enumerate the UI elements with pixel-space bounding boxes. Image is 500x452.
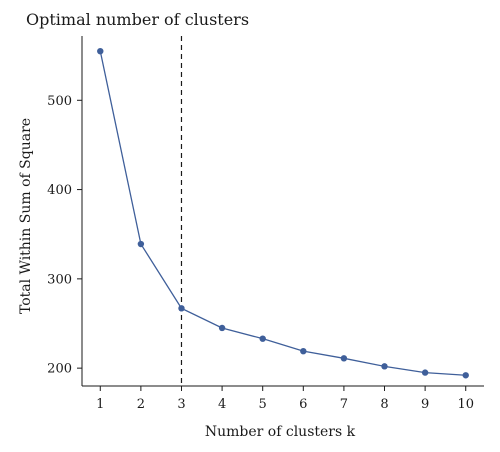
x-tick-label: 5	[259, 397, 267, 412]
x-tick-label: 6	[299, 397, 307, 412]
x-tick-label: 3	[177, 397, 185, 412]
data-point	[381, 363, 388, 370]
x-tick-label: 2	[137, 397, 145, 412]
data-point	[218, 324, 226, 332]
x-tick-label: 4	[218, 397, 226, 412]
data-point	[259, 335, 266, 342]
x-tick-label: 10	[457, 397, 474, 412]
data-point	[137, 240, 145, 248]
data-point	[300, 347, 307, 355]
data-point	[178, 305, 185, 312]
x-axis-label: Number of clusters k	[205, 424, 356, 440]
axes: 200 300 400 500 1 2 3 4 5 6 7 8 9 10	[47, 36, 484, 412]
series-line	[99, 51, 466, 376]
chart-title: Optimal number of clusters	[26, 10, 250, 29]
y-tick-label: 400	[47, 183, 72, 198]
data-point	[340, 355, 348, 362]
y-tick-label: 200	[47, 362, 72, 377]
x-tick-label: 7	[340, 397, 348, 412]
x-tick-label: 1	[96, 397, 104, 412]
y-axis-label: Total Within Sum of Square	[18, 118, 34, 314]
series-group	[97, 47, 469, 379]
y-tick-label: 500	[47, 94, 72, 109]
data-point	[97, 47, 104, 55]
x-tick-label: 8	[380, 397, 388, 412]
y-tick-label: 300	[47, 272, 72, 287]
x-tick-label: 9	[421, 397, 429, 412]
data-point	[462, 372, 469, 379]
data-point	[421, 369, 429, 376]
axis-labels: Number of clusters k Total Within Sum of…	[18, 118, 356, 440]
